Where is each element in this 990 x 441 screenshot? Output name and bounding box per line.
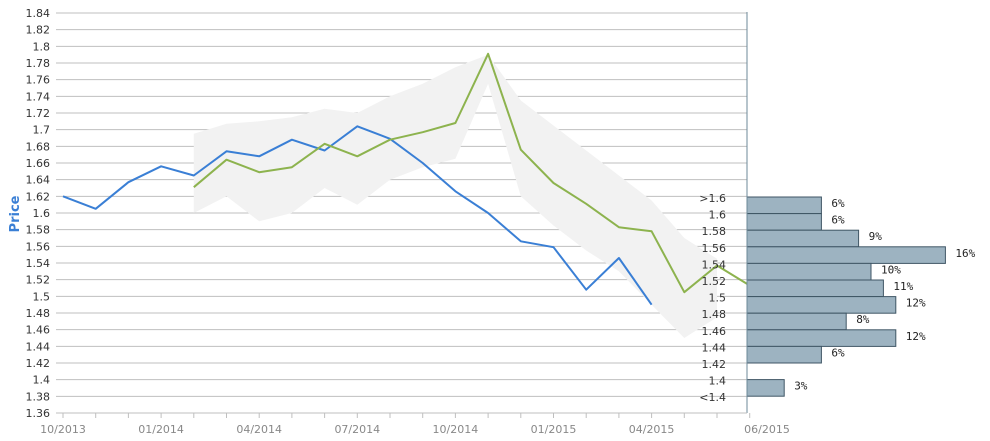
- histogram-bin-label: 1.56: [702, 242, 727, 255]
- histogram-bar: [746, 279, 884, 298]
- x-tick-label: 10/2014: [433, 423, 479, 436]
- axes: 1.84 1.82 1.8 1.78 1.76 1.74 1.72 1.7 1.68 1.66 1.…: [26, 7, 790, 436]
- x-tick-label: 07/2014: [334, 423, 380, 436]
- histogram-percent-label: 3%: [794, 380, 808, 393]
- histogram-bin-label: 1.6: [709, 209, 727, 222]
- histogram-bin-label: 1.54: [702, 258, 727, 271]
- histogram-percent-label: 6%: [831, 346, 845, 359]
- y-tick-label: 1.52: [26, 274, 51, 287]
- histogram-bar: [746, 312, 847, 331]
- y-tick-label: 1.58: [26, 224, 51, 237]
- x-tick-label: 04/2014: [236, 423, 282, 436]
- histogram-bar: [746, 296, 897, 314]
- y-tick-label: 1.46: [26, 324, 51, 337]
- y-tick-label: 1.36: [26, 407, 51, 420]
- y-tick-label: 1.76: [26, 74, 51, 87]
- y-tick-label: 1.42: [26, 357, 51, 370]
- histogram-percent-label: 6%: [831, 214, 845, 227]
- y-tick-label: 1.66: [26, 157, 51, 170]
- histogram-bar: [746, 379, 785, 397]
- histogram-bar: [746, 229, 860, 248]
- x-tick-label: 06/2015: [744, 423, 790, 436]
- histogram-percent-label: 9%: [869, 230, 883, 243]
- y-tick-label: 1.82: [26, 24, 51, 37]
- histogram-bin-label: 1.46: [702, 325, 727, 338]
- y-axis-title: Price: [8, 195, 23, 232]
- histogram-percent-label: 6%: [831, 197, 845, 210]
- y-tick-label: 1.54: [26, 257, 51, 270]
- histogram-bin-label: 1.42: [702, 358, 727, 371]
- histogram-bar: [746, 246, 946, 264]
- histogram-percent-label: 11%: [893, 280, 913, 293]
- y-tick-label: 1.7: [33, 124, 51, 137]
- y-tick-label: 1.68: [26, 140, 51, 153]
- y-tick-label: 1.5: [33, 290, 51, 303]
- histogram-bar: [746, 213, 822, 231]
- y-tick-label: 1.38: [26, 390, 51, 403]
- series-line-1: [62, 125, 653, 306]
- histogram-bar: [746, 262, 872, 281]
- histogram-bin-label: 1.4: [709, 375, 727, 388]
- x-tick-label: 04/2015: [629, 423, 675, 436]
- histogram-bin-label: 1.44: [702, 341, 727, 354]
- y-tick-label: 1.6: [33, 207, 51, 220]
- histogram-percent-label: 8%: [856, 313, 870, 326]
- price-lines: [62, 52, 751, 306]
- histogram-bin-label: 1.5: [709, 292, 727, 305]
- y-tick-label: 1.74: [26, 90, 51, 103]
- histogram-bar: [746, 196, 822, 215]
- y-tick-label: 1.84: [26, 7, 51, 20]
- y-tick-label: 1.64: [26, 174, 51, 187]
- histogram-bin-label: 1.52: [702, 275, 727, 288]
- y-tick-label: 1.4: [33, 374, 51, 387]
- band-area: [193, 54, 718, 338]
- y-tick-label: 1.8: [33, 40, 51, 53]
- x-tick-label: 01/2015: [531, 423, 577, 436]
- x-tick-label: 01/2014: [138, 423, 184, 436]
- histogram-percent-label: 12%: [906, 297, 926, 310]
- x-tick-label: 10/2013: [40, 423, 86, 436]
- y-tick-label: 1.56: [26, 240, 51, 253]
- series-line-2: [193, 52, 751, 294]
- histogram-bin-label: 1.48: [702, 308, 727, 321]
- histogram-bin-label: >1.6: [699, 192, 726, 205]
- histogram-percent-label: 12%: [906, 330, 926, 343]
- y-tick-label: 1.48: [26, 307, 51, 320]
- histogram-bar: [746, 345, 822, 364]
- histogram-bar: [746, 329, 897, 347]
- histogram-percent-label: 16%: [955, 247, 975, 260]
- histogram-bin-label: 1.58: [702, 225, 727, 238]
- histogram-bin-label: <1.4: [699, 391, 726, 404]
- y-tick-label: 1.62: [26, 190, 51, 203]
- y-tick-label: 1.44: [26, 340, 51, 353]
- histogram-percent-label: 10%: [881, 263, 901, 276]
- y-tick-label: 1.72: [26, 107, 51, 120]
- y-tick-label: 1.78: [26, 57, 51, 70]
- forecast-band: [193, 54, 718, 338]
- histogram: >1.6 6% 1.6 6% 1.58 9% 1.56 16% 1.54 10% 1.52 11% 1.…: [699, 192, 975, 404]
